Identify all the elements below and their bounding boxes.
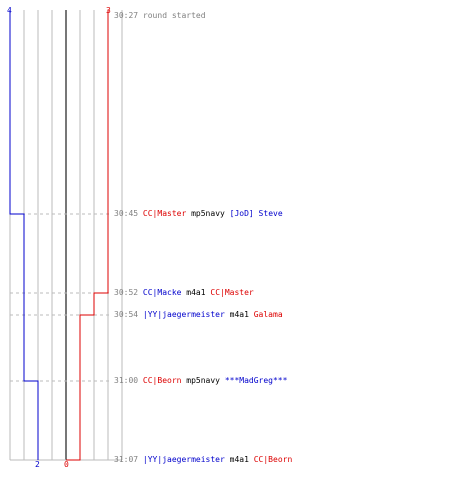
event-row: 30:27 round started (114, 11, 206, 21)
event-row: 30:45 CC|Master mp5navy [JoD] Steve (114, 209, 283, 219)
event-weapon: mp5navy (186, 376, 220, 385)
event-killer: |YY|jaegermeister (142, 455, 225, 464)
event-victim: CC|Master (210, 288, 254, 297)
red-end-count: 0 (64, 460, 69, 469)
event-time: 30:45 (114, 209, 139, 218)
blue-start-count: 4 (7, 6, 12, 15)
event-message: round started (142, 11, 206, 20)
event-killer: CC|Macke (142, 288, 182, 297)
event-row: 31:07 |YY|jaegermeister m4a1 CC|Beorn (114, 455, 292, 465)
event-time: 31:00 (114, 376, 139, 385)
event-row: 30:52 CC|Macke m4a1 CC|Master (114, 288, 254, 298)
event-time: 31:07 (114, 455, 139, 464)
event-weapon: m4a1 (186, 288, 206, 297)
event-victim: Galama (253, 310, 283, 319)
event-time: 30:54 (114, 310, 139, 319)
event-victim: ***MadGreg*** (224, 376, 288, 385)
event-victim: [JoD] Steve (229, 209, 283, 218)
event-victim: CC|Beorn (253, 455, 293, 464)
event-guide-lines (10, 213, 112, 461)
event-row: 30:54 |YY|jaegermeister m4a1 Galama (114, 310, 283, 320)
event-killer: |YY|jaegermeister (142, 310, 225, 319)
event-killer: CC|Master (142, 209, 187, 218)
timeline-grid (9, 10, 123, 461)
event-weapon: mp5navy (191, 209, 225, 218)
event-weapon: m4a1 (229, 455, 249, 464)
event-time: 30:52 (114, 288, 139, 297)
red-start-count: 3 (106, 6, 111, 15)
event-time: 30:27 (114, 11, 139, 20)
blue-team-alive-line (9, 10, 39, 460)
blue-end-count: 2 (35, 460, 40, 469)
event-row: 31:00 CC|Beorn mp5navy ***MadGreg*** (114, 376, 287, 386)
red-team-alive-line (66, 10, 109, 461)
event-weapon: m4a1 (229, 310, 249, 319)
event-killer: CC|Beorn (142, 376, 182, 385)
